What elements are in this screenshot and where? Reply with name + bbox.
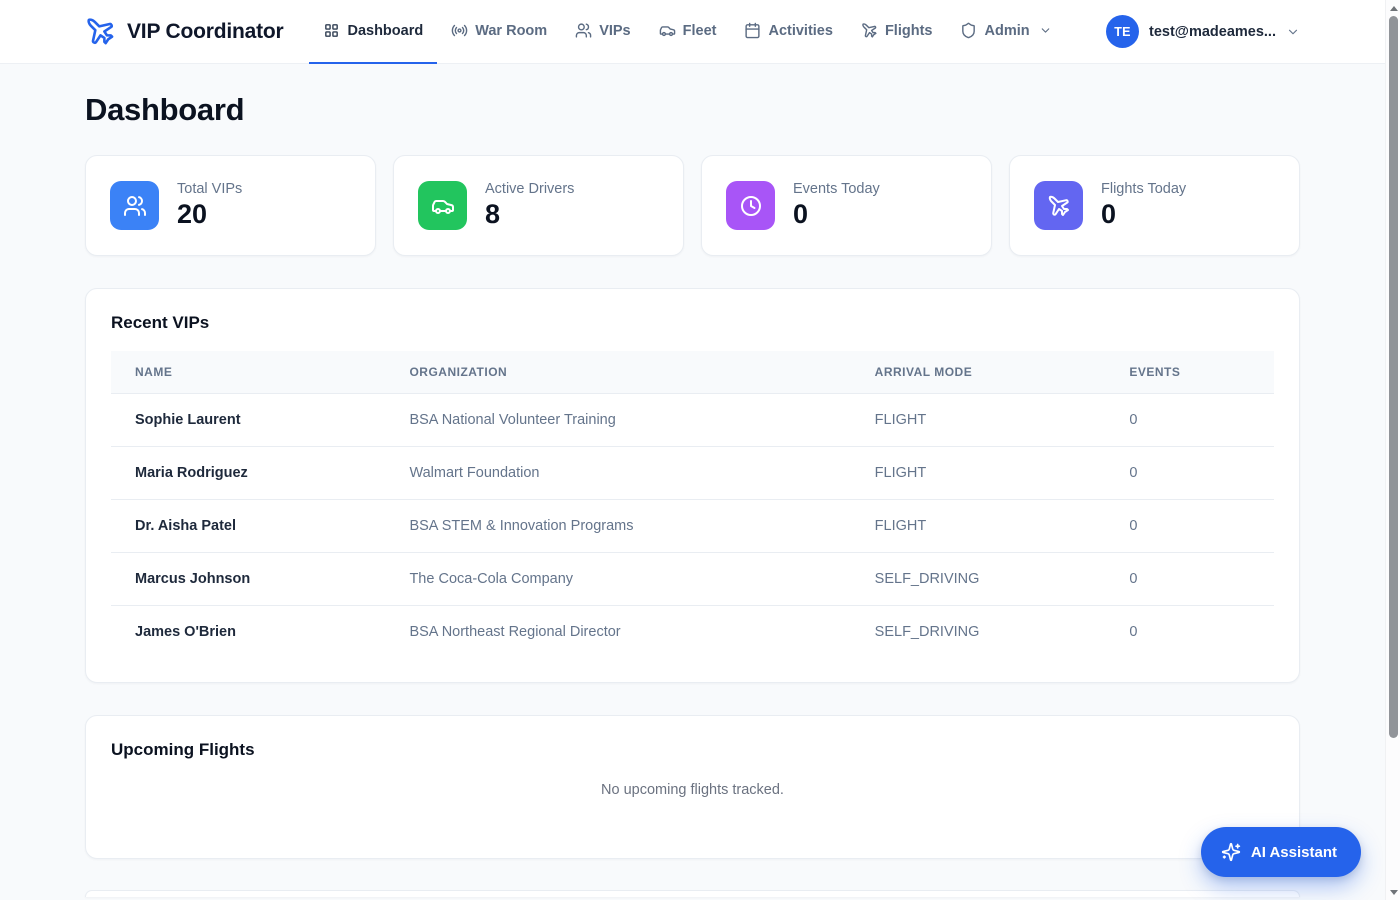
upcoming-flights-empty-message: No upcoming flights tracked.	[601, 782, 784, 798]
stat-label: Flights Today	[1101, 181, 1187, 198]
nav-item-war-room[interactable]: War Room	[437, 0, 561, 64]
top-navbar: VIP Coordinator Dashboard War Room VIPs …	[0, 0, 1385, 64]
nav-label: Activities	[768, 22, 833, 39]
nav-item-admin[interactable]: Admin	[946, 0, 1065, 64]
vip-events: 0	[1105, 393, 1274, 447]
vip-name: Maria Rodriguez	[111, 446, 386, 500]
stat-value: 0	[1101, 199, 1117, 230]
brand[interactable]: VIP Coordinator	[85, 16, 284, 47]
nav-label: Flights	[884, 22, 933, 39]
vip-organization: BSA Northeast Regional Director	[385, 605, 851, 658]
stat-label: Active Drivers	[485, 181, 575, 198]
table-row[interactable]: Marcus Johnson The Coca-Cola Company SEL…	[111, 552, 1274, 606]
ai-assistant-button[interactable]: AI Assistant	[1200, 827, 1361, 877]
scrollbar-up-arrow[interactable]	[1386, 1, 1400, 15]
partial-panel	[85, 890, 1300, 897]
stat-card-flights-today: Flights Today 0	[1009, 155, 1300, 256]
stat-card-active-drivers: Active Drivers 8	[393, 155, 684, 256]
vip-events: 0	[1105, 605, 1274, 658]
nav-item-fleet[interactable]: Fleet	[645, 0, 731, 64]
stat-value: 0	[793, 199, 809, 230]
ai-assistant-label: AI Assistant	[1250, 843, 1337, 861]
vip-events: 0	[1105, 446, 1274, 500]
scrollbar-thumb[interactable]	[1389, 16, 1398, 738]
nav-label: Admin	[984, 22, 1030, 39]
sparkles-icon	[1221, 842, 1241, 862]
dashboard-grid-icon	[325, 24, 339, 37]
table-row[interactable]: Dr. Aisha Patel BSA STEM & Innovation Pr…	[111, 499, 1274, 553]
vip-arrival-mode: FLIGHT	[850, 393, 1106, 447]
stat-card-events-today: Events Today 0	[701, 155, 992, 256]
vip-arrival-mode: SELF_DRIVING	[850, 605, 1106, 658]
vip-name: Marcus Johnson	[111, 552, 386, 606]
vip-events: 0	[1105, 552, 1274, 606]
column-header-events: EVENTS	[1105, 351, 1274, 394]
scrollbar-down-arrow[interactable]	[1386, 885, 1400, 899]
recent-vips-table: NAME ORGANIZATION ARRIVAL MODE EVENTS So…	[111, 351, 1274, 658]
plane-logo-icon	[87, 18, 114, 45]
nav-label: Dashboard	[347, 22, 424, 39]
column-header-arrival-mode: ARRIVAL MODE	[850, 351, 1106, 394]
vip-organization: The Coca-Cola Company	[385, 552, 851, 606]
main-content: Dashboard Total VIPs 20 Active Drivers 8	[0, 64, 1385, 897]
recent-vips-panel: Recent VIPs NAME ORGANIZATION ARRIVAL MO…	[85, 288, 1300, 683]
stats-row: Total VIPs 20 Active Drivers 8 Events	[85, 155, 1300, 256]
avatar: TE	[1106, 15, 1140, 48]
user-menu[interactable]: TE test@madeames...	[1106, 15, 1300, 48]
broadcast-icon	[451, 24, 468, 37]
car-icon	[659, 26, 675, 37]
vip-arrival-mode: SELF_DRIVING	[850, 552, 1106, 606]
stat-label: Total VIPs	[177, 181, 243, 198]
car-icon	[418, 181, 467, 230]
nav-item-flights[interactable]: Flights	[847, 0, 947, 64]
nav-label: Fleet	[682, 22, 717, 39]
scrollbar	[1385, 0, 1400, 900]
chevron-down-icon	[1041, 28, 1049, 33]
vip-name: James O'Brien	[111, 605, 386, 658]
nav-label: VIPs	[599, 22, 631, 39]
vip-organization: BSA National Volunteer Training	[385, 393, 851, 447]
upcoming-flights-title: Upcoming Flights	[111, 740, 255, 759]
nav-item-vips[interactable]: VIPs	[561, 0, 644, 64]
vip-arrival-mode: FLIGHT	[850, 446, 1106, 500]
vip-name: Sophie Laurent	[111, 393, 386, 447]
vip-organization: Walmart Foundation	[385, 446, 851, 500]
column-header-name: NAME	[111, 351, 386, 394]
clock-icon	[726, 181, 775, 230]
table-header-row: NAME ORGANIZATION ARRIVAL MODE EVENTS	[111, 351, 1274, 394]
table-row[interactable]: James O'Brien BSA Northeast Regional Dir…	[111, 605, 1274, 658]
people-icon	[110, 181, 159, 230]
chevron-down-icon	[1288, 29, 1298, 34]
stat-card-total-vips: Total VIPs 20	[85, 155, 376, 256]
upcoming-flights-panel: Upcoming Flights No upcoming flights tra…	[85, 715, 1300, 859]
column-header-organization: ORGANIZATION	[385, 351, 851, 394]
user-email: test@madeames...	[1149, 23, 1276, 40]
table-row[interactable]: Sophie Laurent BSA National Volunteer Tr…	[111, 393, 1274, 447]
main-nav: Dashboard War Room VIPs Fleet Activities…	[309, 0, 1065, 64]
calendar-icon	[745, 22, 761, 39]
nav-item-activities[interactable]: Activities	[730, 0, 846, 64]
page-title: Dashboard	[85, 92, 245, 127]
vip-name: Dr. Aisha Patel	[111, 499, 386, 553]
brand-name: VIP Coordinator	[127, 19, 284, 43]
vip-arrival-mode: FLIGHT	[850, 499, 1106, 553]
people-icon	[575, 23, 592, 38]
table-row[interactable]: Maria Rodriguez Walmart Foundation FLIGH…	[111, 446, 1274, 500]
nav-item-dashboard[interactable]: Dashboard	[309, 0, 438, 64]
vip-organization: BSA STEM & Innovation Programs	[385, 499, 851, 553]
plane-icon	[1034, 181, 1083, 230]
shield-icon	[962, 22, 976, 39]
vip-events: 0	[1105, 499, 1274, 553]
nav-label: War Room	[475, 22, 548, 39]
stat-value: 8	[485, 199, 501, 230]
recent-vips-title: Recent VIPs	[111, 313, 210, 332]
plane-icon	[862, 23, 877, 38]
stat-value: 20	[177, 199, 208, 230]
stat-label: Events Today	[793, 181, 880, 198]
